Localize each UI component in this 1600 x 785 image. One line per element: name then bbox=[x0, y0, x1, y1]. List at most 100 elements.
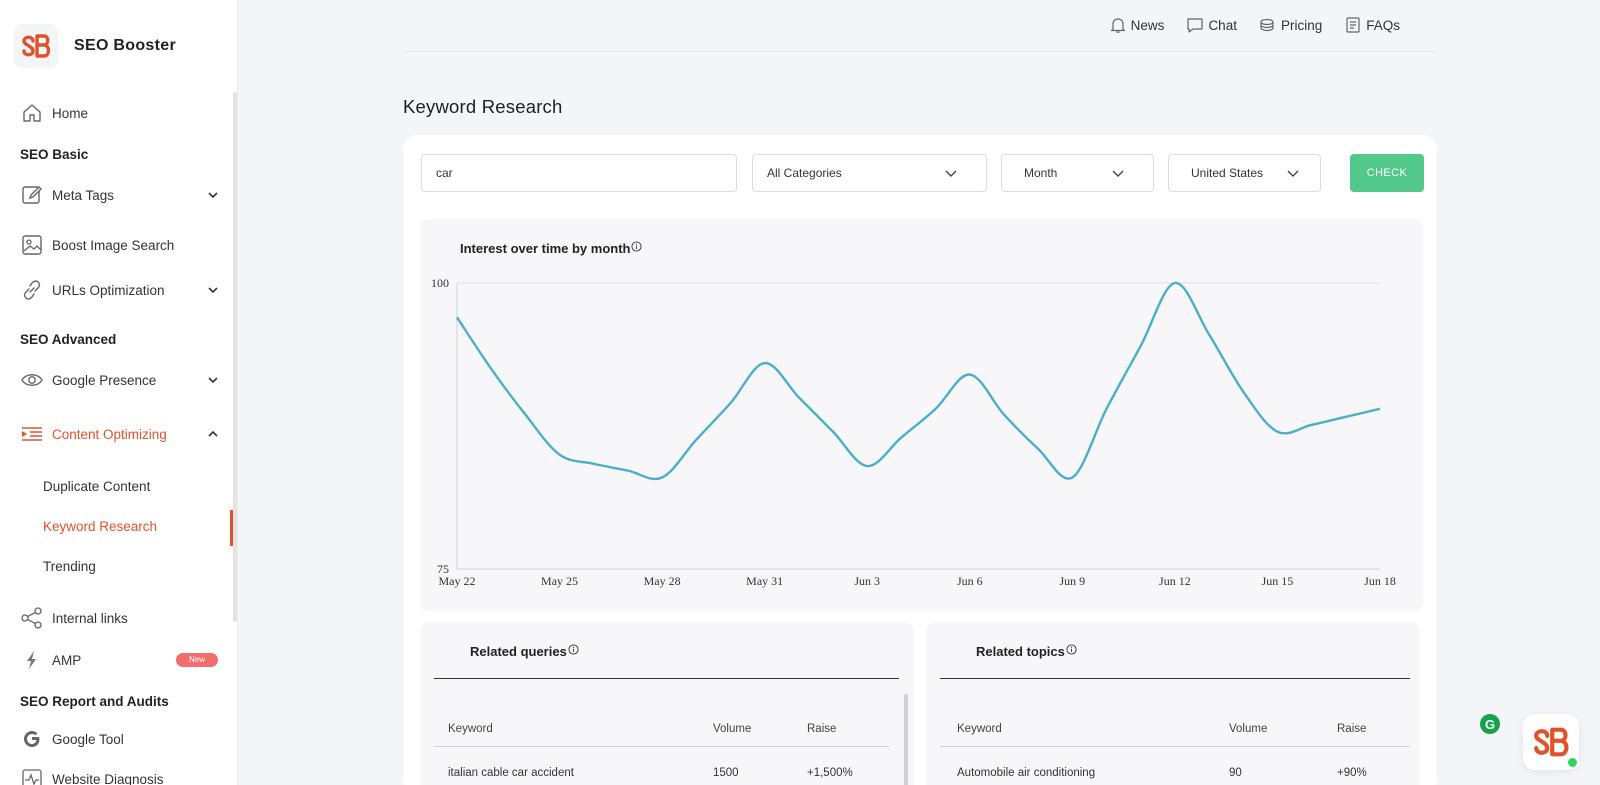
related-topics-title: Related topics bbox=[976, 644, 1077, 659]
table-cell-keyword: italian cable car accident bbox=[448, 767, 574, 779]
top-nav: News Chat Pricing FAQs bbox=[1109, 16, 1400, 34]
online-status-dot bbox=[1566, 756, 1579, 769]
interest-chart-panel: Interest over time by month 75 100 May 22 M… bbox=[420, 219, 1423, 611]
nav-faqs[interactable]: FAQs bbox=[1344, 16, 1400, 34]
column-header-volume[interactable]: Volume bbox=[1229, 723, 1268, 735]
new-badge: New bbox=[176, 653, 218, 667]
chevron-down-icon[interactable] bbox=[206, 283, 220, 297]
nav-chat[interactable]: Chat bbox=[1186, 16, 1237, 34]
period-select[interactable]: Month bbox=[1001, 154, 1154, 192]
category-select-value: All Categories bbox=[767, 166, 842, 180]
nav-pricing-label: Pricing bbox=[1280, 17, 1323, 33]
column-header-keyword[interactable]: Keyword bbox=[448, 723, 493, 735]
related-queries-title-text: Related queries bbox=[470, 644, 567, 659]
country-select[interactable]: United States bbox=[1168, 154, 1321, 192]
sidebar-item-meta-tags[interactable]: Meta Tags bbox=[20, 180, 220, 210]
nav-news[interactable]: News bbox=[1109, 16, 1165, 34]
eye-icon bbox=[20, 368, 44, 392]
x-tick-label: Jun 12 bbox=[1159, 574, 1191, 588]
keyword-research-card: All Categories Month United States CHECK… bbox=[403, 135, 1437, 785]
section-seo-basic: SEO Basic bbox=[20, 147, 89, 162]
sidebar-item-internal-links[interactable]: Internal links bbox=[20, 603, 220, 633]
sidebar-item-label: Website Diagnosis bbox=[52, 771, 164, 785]
sidebar-item-amp[interactable]: AMP bbox=[20, 645, 220, 675]
sidebar-item-google-presence[interactable]: Google Presence bbox=[20, 365, 220, 395]
title-divider bbox=[940, 678, 1410, 679]
chevron-down-icon[interactable] bbox=[206, 373, 220, 387]
info-icon[interactable] bbox=[631, 241, 643, 252]
page-title: Keyword Research bbox=[403, 96, 563, 117]
info-icon[interactable] bbox=[568, 644, 579, 655]
y-tick-label: 75 bbox=[437, 562, 449, 576]
x-tick-label: May 25 bbox=[541, 574, 578, 588]
sidebar-item-label: AMP bbox=[52, 652, 82, 668]
related-queries-panel: Related queries Keyword Volume Raise ita… bbox=[420, 622, 914, 785]
sidebar-item-boost-image-search[interactable]: Boost Image Search bbox=[20, 230, 220, 260]
brand[interactable]: SEO Booster bbox=[14, 24, 176, 68]
brand-logo-icon bbox=[1534, 727, 1569, 757]
coins-icon bbox=[1260, 18, 1274, 32]
chart-title-text: Interest over time by month bbox=[460, 241, 631, 256]
x-tick-label: Jun 6 bbox=[957, 574, 983, 588]
grammarly-icon[interactable]: G bbox=[1480, 714, 1500, 734]
image-icon bbox=[20, 233, 44, 257]
edit-icon bbox=[20, 183, 44, 207]
chart-title: Interest over time by month bbox=[460, 241, 643, 256]
column-header-volume[interactable]: Volume bbox=[713, 723, 752, 735]
sidebar-item-home[interactable]: Home bbox=[20, 98, 220, 128]
x-tick-label: May 22 bbox=[439, 574, 476, 588]
home-icon bbox=[20, 101, 44, 125]
bell-icon bbox=[1110, 18, 1125, 33]
sidebar-subitem-keyword-research[interactable]: Keyword Research bbox=[43, 519, 158, 534]
sidebar-item-label: Internal links bbox=[52, 610, 128, 626]
nav-news-label: News bbox=[1130, 17, 1165, 33]
table-cell-volume: 1500 bbox=[713, 767, 739, 779]
pulse-icon bbox=[20, 767, 44, 785]
y-tick-label: 100 bbox=[431, 276, 449, 290]
nav-pricing[interactable]: Pricing bbox=[1259, 16, 1322, 34]
related-queries-title: Related queries bbox=[470, 644, 579, 659]
x-tick-label: May 31 bbox=[746, 574, 783, 588]
sidebar-subitem-duplicate-content[interactable]: Duplicate Content bbox=[43, 479, 151, 494]
column-header-raise[interactable]: Raise bbox=[1337, 723, 1367, 735]
sidebar-item-website-diagnosis[interactable]: Website Diagnosis bbox=[20, 764, 220, 785]
chevron-up-icon[interactable] bbox=[206, 427, 220, 441]
section-seo-advanced: SEO Advanced bbox=[20, 332, 117, 347]
section-seo-report: SEO Report and Audits bbox=[20, 694, 169, 709]
chevron-down-icon[interactable] bbox=[206, 188, 220, 202]
document-icon bbox=[1346, 17, 1360, 33]
brand-name: SEO Booster bbox=[74, 37, 176, 54]
table-cell-raise: +1,500% bbox=[807, 767, 853, 779]
table-cell-keyword: Automobile air conditioning bbox=[957, 767, 1096, 779]
chevron-down-icon bbox=[1287, 170, 1299, 177]
category-select[interactable]: All Categories bbox=[752, 154, 987, 192]
sidebar-item-content-optimizing[interactable]: Content Optimizing bbox=[20, 419, 220, 449]
sidebar: SEO Booster Home SEO Basic Meta Tags Boo… bbox=[0, 0, 238, 785]
google-g-icon bbox=[20, 727, 44, 751]
x-tick-label: Jun 18 bbox=[1364, 574, 1396, 588]
sidebar-scrollbar[interactable] bbox=[233, 92, 237, 622]
table-cell-volume: 90 bbox=[1229, 767, 1242, 779]
series-line bbox=[456, 281, 1381, 481]
sidebar-item-label: Boost Image Search bbox=[52, 237, 175, 253]
link-icon bbox=[20, 278, 44, 302]
keyword-input-wrapper bbox=[421, 154, 737, 192]
chat-icon bbox=[1187, 18, 1204, 33]
nav-faqs-label: FAQs bbox=[1366, 17, 1400, 33]
table-scrollbar[interactable] bbox=[904, 694, 908, 785]
sidebar-subitem-trending[interactable]: Trending bbox=[43, 559, 96, 574]
content-list-icon bbox=[20, 422, 44, 446]
nav-chat-label: Chat bbox=[1208, 17, 1237, 33]
related-topics-title-text: Related topics bbox=[976, 644, 1065, 659]
sidebar-item-urls-optimization[interactable]: URLs Optimization bbox=[20, 275, 220, 305]
sidebar-item-google-tool[interactable]: Google Tool bbox=[20, 724, 220, 754]
header-divider bbox=[434, 746, 889, 747]
interest-line-chart: 75 100 May 22 May 25 May 28 May 31 Jun 3 Jun 6 J… bbox=[431, 276, 1396, 588]
check-button[interactable]: CHECK bbox=[1350, 154, 1424, 192]
active-indicator bbox=[230, 510, 233, 546]
keyword-input[interactable] bbox=[436, 166, 736, 180]
info-icon[interactable] bbox=[1066, 644, 1077, 655]
column-header-keyword[interactable]: Keyword bbox=[957, 723, 1002, 735]
chevron-down-icon bbox=[945, 170, 957, 177]
column-header-raise[interactable]: Raise bbox=[807, 723, 837, 735]
